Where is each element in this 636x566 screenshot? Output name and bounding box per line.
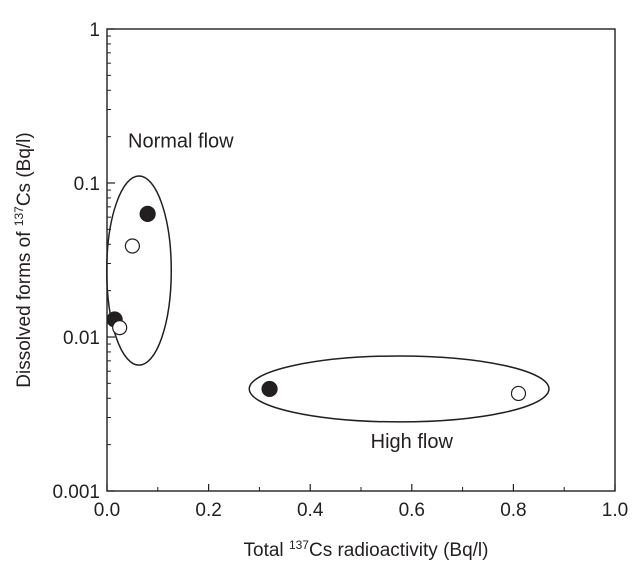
y-tick-label-3: 1 bbox=[89, 20, 100, 41]
open-point-2 bbox=[510, 385, 527, 402]
x-tick-label-3: 0.6 bbox=[399, 500, 425, 521]
group-ellipse-0 bbox=[105, 175, 173, 366]
group-ellipse-1 bbox=[248, 355, 550, 423]
annotation-0: Normal flow bbox=[128, 131, 234, 153]
x-tick-label-2: 0.4 bbox=[297, 500, 324, 521]
x-tick-label-4: 0.8 bbox=[500, 500, 526, 521]
annotations: Normal flow High flow bbox=[128, 131, 453, 454]
axes bbox=[106, 28, 616, 492]
plot-frame bbox=[106, 28, 616, 492]
open-point-1 bbox=[112, 320, 128, 336]
filled-point-2 bbox=[261, 380, 278, 398]
tick-labels: 0.0 0.2 0.4 0.6 0.8 1.0 0.001 0.01 0.1 1 bbox=[52, 20, 628, 521]
y-tick-label-0: 0.001 bbox=[52, 482, 100, 503]
y-tick-label-1: 0.01 bbox=[63, 328, 100, 349]
x-tick-label-0: 0.0 bbox=[94, 500, 120, 521]
group-ellipses bbox=[105, 175, 550, 423]
y-tick-label-2: 0.1 bbox=[74, 174, 100, 195]
annotation-1: High flow bbox=[371, 431, 454, 453]
open-point-0 bbox=[124, 238, 140, 254]
x-axis-title: Total 137Cs radioactivity (Bq/l) bbox=[244, 538, 489, 561]
filled-point-0 bbox=[139, 205, 156, 223]
data-points bbox=[106, 205, 527, 402]
y-axis-title: Dissolved forms of 137Cs (Bq/l) bbox=[12, 132, 35, 387]
x-tick-label-1: 0.2 bbox=[195, 500, 221, 521]
x-tick-label-5: 1.0 bbox=[602, 500, 628, 521]
